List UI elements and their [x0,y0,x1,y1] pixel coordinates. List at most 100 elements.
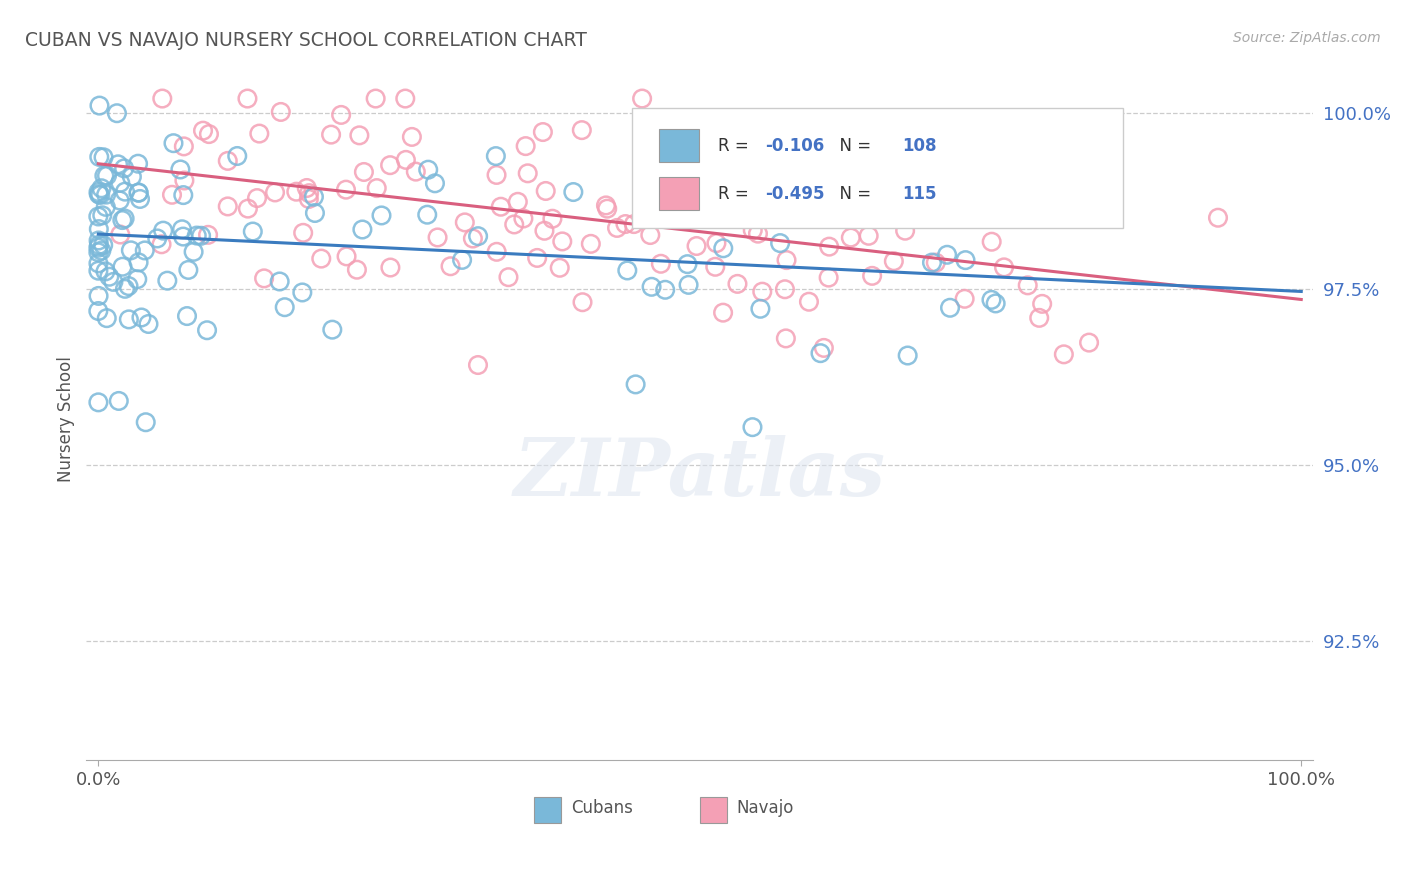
Point [172,229,194,244]
Point [87,395,110,409]
Point [87,256,110,270]
Point [461,231,484,245]
Text: R =: R = [718,185,754,202]
Point [93,169,115,183]
Point [353,165,375,179]
Point [117,279,139,293]
Point [834,154,856,169]
Point [668,181,690,195]
Text: -0.495: -0.495 [765,185,824,202]
Point [128,186,150,200]
Point [741,223,763,237]
Point [90,244,112,258]
Point [810,346,832,360]
Point [98,269,121,284]
Point [650,257,672,271]
FancyBboxPatch shape [659,178,699,210]
Point [114,211,136,226]
Point [451,252,474,267]
Point [370,209,392,223]
Point [704,260,727,274]
Point [827,197,849,211]
Point [579,236,602,251]
Point [633,186,655,201]
Point [302,190,325,204]
Point [516,166,538,180]
Point [890,174,912,188]
Point [749,301,772,316]
Point [775,331,797,345]
Point [1078,335,1101,350]
Point [631,91,654,105]
Point [127,272,149,286]
Point [111,260,134,274]
Point [107,157,129,171]
Point [685,239,707,253]
Point [197,227,219,242]
Point [614,217,637,231]
Point [291,285,314,300]
Point [190,228,212,243]
Point [883,254,905,268]
Point [503,218,526,232]
Point [120,244,142,258]
FancyBboxPatch shape [633,108,1123,227]
Point [751,285,773,299]
Point [678,277,700,292]
Point [817,270,839,285]
Point [654,283,676,297]
Point [96,311,118,326]
Point [797,294,820,309]
Point [242,225,264,239]
Point [156,274,179,288]
Point [423,177,446,191]
Point [489,200,512,214]
Point [534,184,557,198]
Point [454,215,477,229]
Point [217,153,239,168]
Point [292,226,315,240]
Point [531,125,554,139]
Point [689,119,711,133]
Point [689,201,711,215]
Point [152,224,174,238]
Point [526,251,548,265]
Point [110,227,132,242]
Point [112,161,135,176]
Point [93,150,115,164]
Point [936,248,959,262]
Point [91,238,114,252]
Point [173,173,195,187]
Point [107,394,129,409]
Point [980,293,1002,307]
Point [330,108,353,122]
Point [718,143,741,157]
Point [236,91,259,105]
Point [311,252,333,266]
Point [828,204,851,219]
Point [1017,278,1039,293]
Point [818,240,841,254]
Point [269,275,291,289]
Point [94,264,117,278]
Point [91,208,114,222]
Point [319,128,342,142]
Point [183,244,205,259]
Point [624,377,647,392]
Point [616,263,638,277]
Point [295,181,318,195]
Point [87,222,110,236]
Point [217,199,239,213]
Point [380,260,402,275]
Point [1028,310,1050,325]
Text: CUBAN VS NAVAJO NURSERY SCHOOL CORRELATION CHART: CUBAN VS NAVAJO NURSERY SCHOOL CORRELATI… [25,31,588,50]
Point [111,213,134,227]
Point [498,270,520,285]
Point [195,323,218,337]
Point [150,237,173,252]
Point [706,236,728,251]
Point [741,420,763,434]
Point [769,236,792,251]
Point [541,211,564,226]
Text: R =: R = [718,136,754,154]
